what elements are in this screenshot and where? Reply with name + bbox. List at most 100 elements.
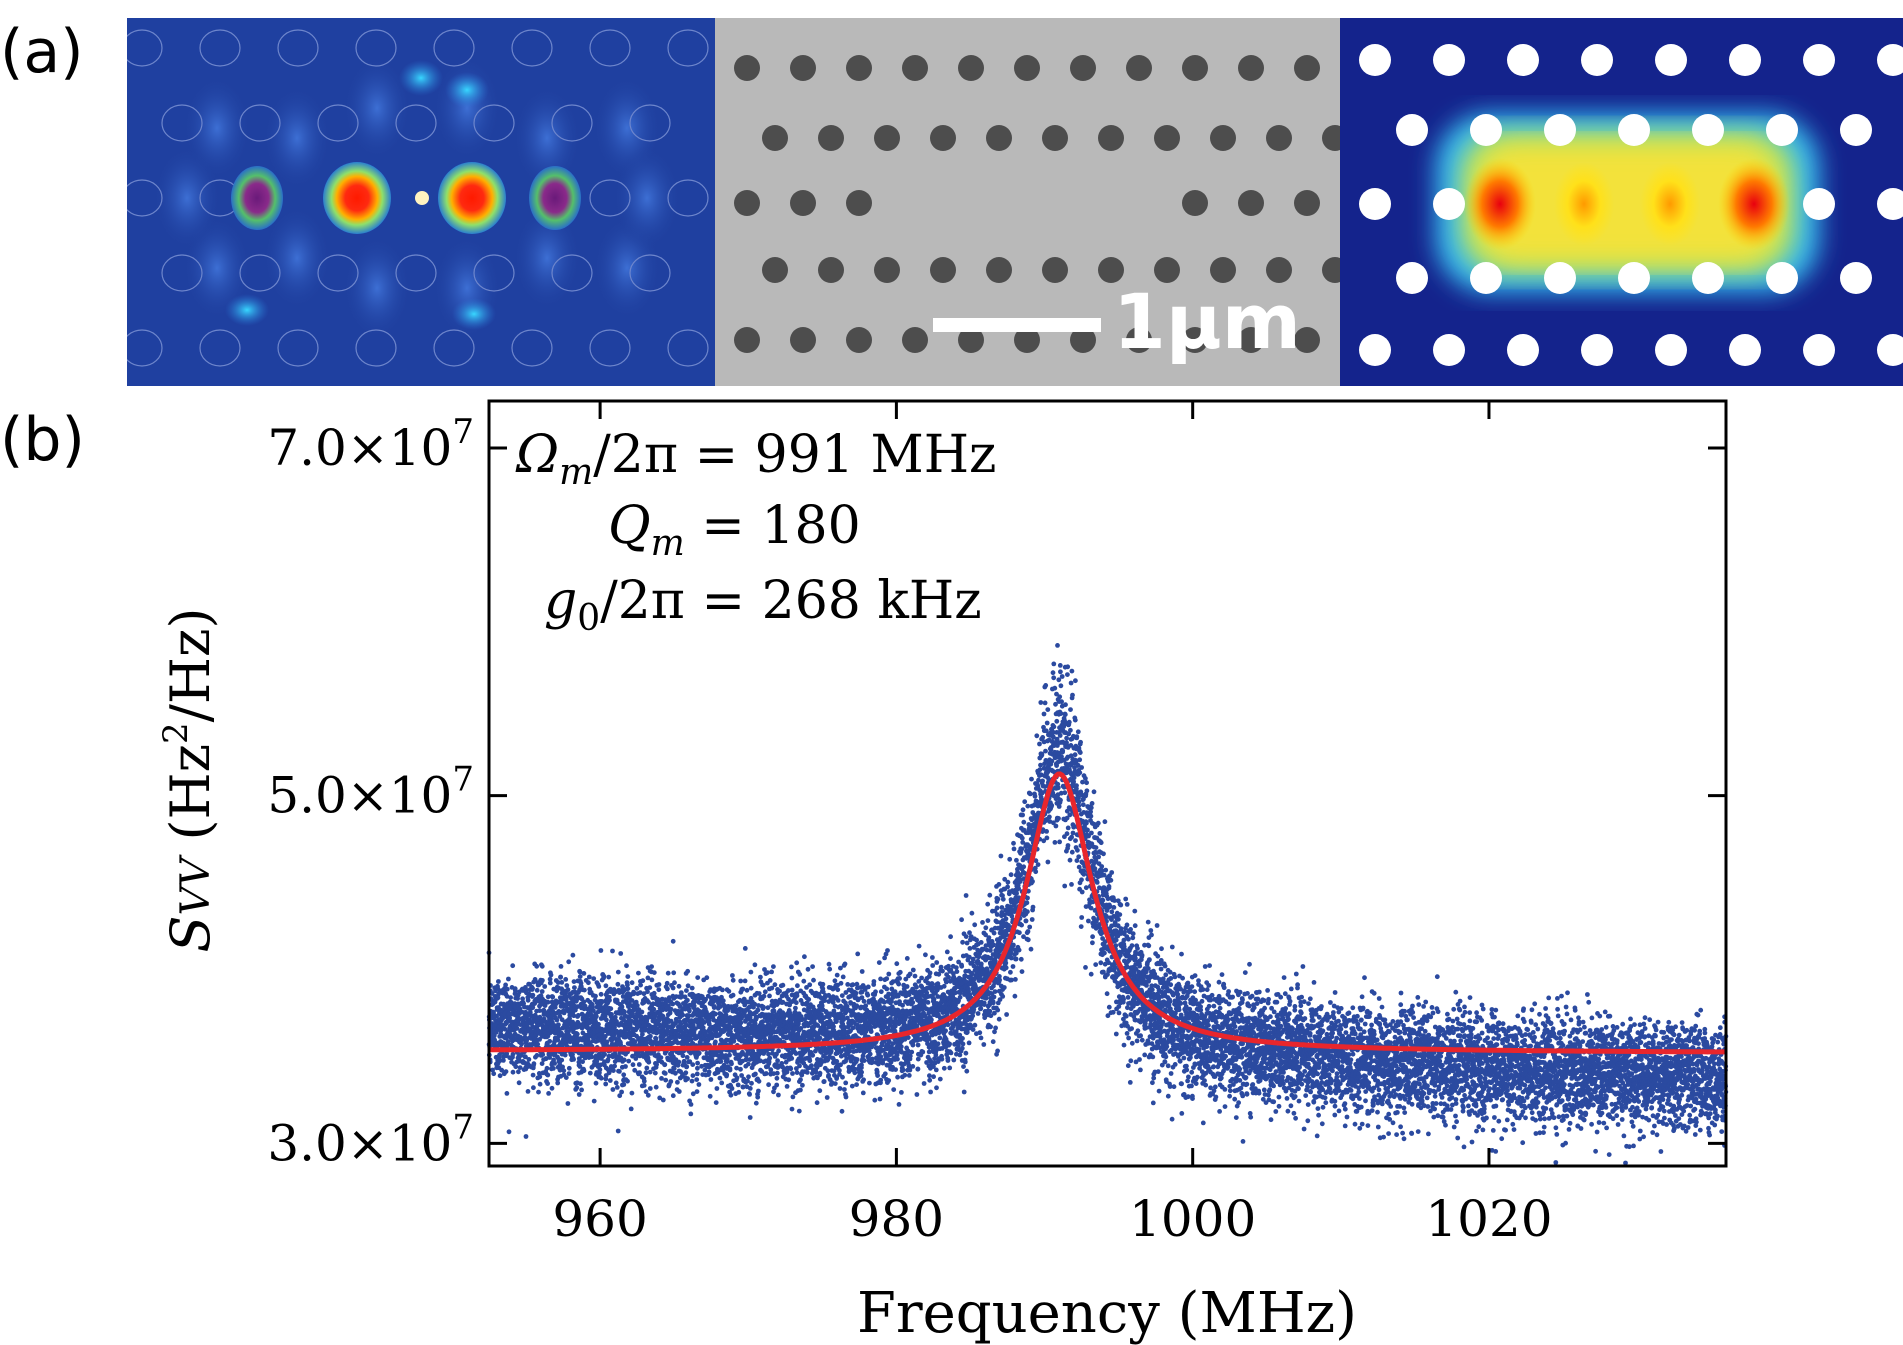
data-point bbox=[704, 1013, 709, 1018]
data-point bbox=[970, 1013, 976, 1019]
data-point bbox=[671, 995, 677, 1001]
data-point bbox=[896, 971, 902, 976]
data-point bbox=[981, 946, 986, 952]
data-point bbox=[925, 980, 931, 986]
data-point bbox=[561, 1009, 567, 1014]
data-point bbox=[537, 993, 543, 999]
data-point bbox=[734, 1022, 740, 1028]
data-point bbox=[892, 1057, 898, 1062]
data-point bbox=[645, 1046, 651, 1052]
data-point bbox=[565, 987, 571, 993]
data-point bbox=[691, 1048, 697, 1053]
data-point bbox=[547, 1038, 553, 1044]
data-point bbox=[980, 955, 986, 961]
data-point bbox=[584, 1013, 589, 1019]
data-point bbox=[732, 1022, 737, 1027]
data-point bbox=[639, 1024, 644, 1030]
data-point bbox=[958, 980, 963, 986]
data-point bbox=[741, 1011, 747, 1016]
data-point bbox=[847, 1045, 852, 1050]
data-point bbox=[672, 1029, 678, 1034]
data-point bbox=[696, 1022, 702, 1028]
data-point bbox=[901, 1033, 907, 1039]
data-point bbox=[596, 1051, 602, 1057]
data-point bbox=[843, 1092, 848, 1097]
data-point bbox=[776, 1009, 782, 1015]
data-point bbox=[704, 1042, 710, 1047]
data-point bbox=[512, 1025, 517, 1031]
data-point bbox=[638, 1016, 644, 1022]
data-point bbox=[877, 1003, 882, 1009]
data-point bbox=[725, 1031, 731, 1037]
data-point bbox=[750, 1051, 756, 1057]
data-point bbox=[490, 1034, 496, 1040]
data-point bbox=[657, 1001, 663, 1007]
data-point bbox=[679, 1012, 685, 1018]
data-point bbox=[947, 1065, 953, 1071]
data-point bbox=[673, 1016, 679, 1022]
data-point bbox=[685, 997, 690, 1003]
data-point bbox=[816, 1036, 822, 1041]
data-point bbox=[897, 976, 902, 981]
data-point bbox=[717, 985, 723, 991]
data-point bbox=[759, 1033, 764, 1039]
data-point bbox=[515, 1037, 521, 1043]
data-point bbox=[838, 1049, 844, 1055]
data-point bbox=[709, 1062, 714, 1068]
data-point bbox=[563, 990, 568, 996]
data-point bbox=[927, 1021, 933, 1027]
data-point bbox=[758, 996, 763, 1002]
data-point bbox=[803, 993, 809, 999]
data-point bbox=[497, 1052, 502, 1058]
data-point bbox=[614, 1028, 620, 1034]
data-point bbox=[629, 1013, 634, 1019]
data-point bbox=[931, 1012, 937, 1018]
data-point bbox=[801, 1029, 807, 1035]
data-point bbox=[767, 1046, 773, 1052]
data-point bbox=[874, 1055, 879, 1061]
data-point bbox=[723, 1053, 728, 1059]
data-point bbox=[671, 1035, 677, 1040]
data-point bbox=[834, 1030, 840, 1036]
data-point bbox=[597, 1062, 603, 1068]
data-point bbox=[624, 993, 630, 999]
data-point bbox=[755, 1007, 761, 1013]
data-point bbox=[808, 1015, 814, 1021]
data-point bbox=[654, 982, 660, 988]
data-point bbox=[907, 1053, 913, 1059]
data-point bbox=[592, 997, 598, 1003]
data-point bbox=[721, 1029, 726, 1034]
data-point bbox=[650, 1001, 656, 1007]
data-point bbox=[754, 1015, 760, 1020]
data-point bbox=[596, 1032, 602, 1038]
data-point bbox=[800, 1048, 806, 1054]
data-point bbox=[826, 992, 832, 998]
data-point bbox=[495, 985, 500, 991]
data-point bbox=[821, 1015, 827, 1020]
data-point bbox=[690, 1026, 695, 1032]
data-point bbox=[590, 1024, 596, 1030]
data-point bbox=[711, 1017, 717, 1023]
data-point bbox=[705, 1038, 711, 1044]
data-point bbox=[502, 1034, 507, 1039]
data-point bbox=[850, 1025, 856, 1031]
data-point bbox=[802, 954, 807, 960]
data-point bbox=[954, 1046, 960, 1051]
data-point bbox=[833, 983, 839, 988]
data-point bbox=[650, 1018, 656, 1024]
data-point bbox=[671, 1054, 676, 1060]
data-point bbox=[781, 1027, 787, 1032]
data-point bbox=[811, 1032, 816, 1038]
data-point bbox=[617, 1050, 623, 1056]
data-point bbox=[788, 1032, 793, 1037]
data-point bbox=[769, 1045, 775, 1050]
data-point bbox=[577, 968, 582, 974]
data-point bbox=[976, 954, 982, 960]
data-point bbox=[669, 1033, 674, 1038]
data-point bbox=[502, 1026, 508, 1032]
data-point bbox=[559, 1017, 565, 1023]
data-point bbox=[972, 968, 978, 973]
data-point bbox=[873, 1039, 879, 1044]
data-point bbox=[827, 1054, 832, 1060]
data-point bbox=[528, 1064, 534, 1070]
